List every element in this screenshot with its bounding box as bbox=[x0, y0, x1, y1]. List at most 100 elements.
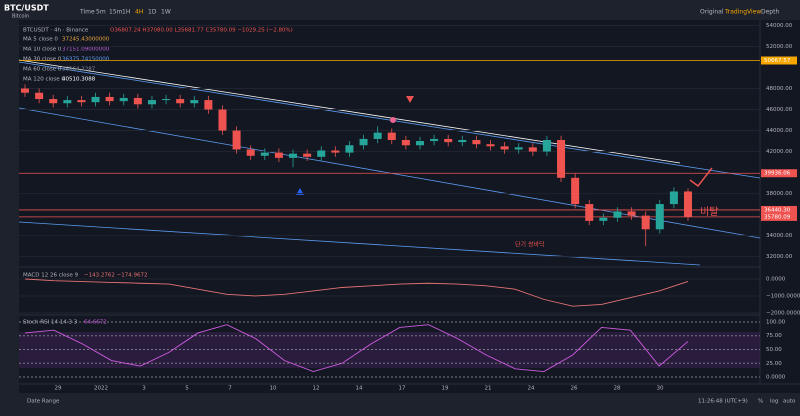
candle-body bbox=[133, 97, 142, 105]
down-arrow bbox=[406, 96, 414, 103]
candle-body bbox=[91, 96, 100, 103]
y-tick-label: 0.0000 bbox=[766, 277, 786, 283]
ma-value: 37151.09000000 bbox=[62, 47, 110, 53]
candle-body bbox=[430, 138, 439, 142]
ma-value: 36164.2287 bbox=[62, 67, 96, 73]
y-tick-label: 52000.00 bbox=[766, 44, 793, 50]
ma-value: 40510.3088 bbox=[62, 77, 96, 83]
x-tick-label: 12 bbox=[313, 386, 320, 392]
x-tick-label: 3 bbox=[142, 386, 146, 392]
x-tick-label: 2022 bbox=[94, 386, 108, 392]
view-button[interactable]: Original bbox=[700, 9, 724, 16]
candle-body bbox=[232, 130, 241, 150]
price-tag bbox=[761, 212, 797, 221]
indicator-value: −143.2762 −174.9672 bbox=[84, 273, 147, 279]
candle-body bbox=[246, 149, 255, 156]
y-tick-label: 38000.00 bbox=[766, 191, 793, 197]
y-tick-label: −1000.0000 bbox=[766, 293, 800, 299]
left-toolbar bbox=[0, 20, 19, 393]
ma-value: 37245.43000000 bbox=[62, 37, 110, 43]
candle-body bbox=[599, 217, 608, 221]
candle-body bbox=[655, 204, 664, 230]
x-tick-label: 24 bbox=[528, 386, 535, 392]
price-tag-label: 39936.06 bbox=[764, 171, 791, 177]
interval-button[interactable]: 1W bbox=[161, 9, 171, 16]
annotation: 단기 쌍바닥 bbox=[515, 241, 545, 249]
candle-body bbox=[260, 152, 269, 156]
candle-body bbox=[500, 146, 509, 150]
x-tick-label: 7 bbox=[228, 386, 232, 392]
pct-toggle[interactable]: % bbox=[758, 399, 763, 405]
y-tick-label: 54000.00 bbox=[766, 23, 793, 29]
candle-body bbox=[303, 153, 312, 157]
marker bbox=[390, 117, 396, 123]
channel-line bbox=[18, 221, 701, 266]
candle-body bbox=[331, 150, 340, 153]
indicator-title: Stoch RSI 14 14 3 3 bbox=[23, 320, 78, 326]
price-tag bbox=[761, 205, 797, 214]
candle-body bbox=[613, 211, 622, 218]
candle-body bbox=[458, 140, 467, 143]
candle-body bbox=[63, 100, 72, 104]
interval-button[interactable]: 15m bbox=[109, 9, 123, 16]
ma-name: MA 120 close 0 bbox=[23, 77, 65, 83]
y-tick-label: 75.00 bbox=[766, 333, 782, 339]
legend-ohlc: O36807.24 H37080.00 L35681.77 C35780.09 … bbox=[110, 28, 293, 34]
x-tick-label: 17 bbox=[399, 386, 406, 392]
y-tick-label: 42000.00 bbox=[766, 149, 793, 155]
check-mark bbox=[689, 167, 713, 188]
candle-body bbox=[147, 100, 156, 105]
candle-body bbox=[557, 140, 566, 178]
x-tick-label: 21 bbox=[485, 386, 492, 392]
candle-body bbox=[162, 99, 171, 101]
interval-button[interactable]: 4H bbox=[135, 9, 143, 16]
candle-body bbox=[571, 177, 580, 205]
indicator-value: 64.6672 bbox=[84, 320, 107, 326]
candle-body bbox=[528, 147, 537, 152]
candle-body bbox=[359, 138, 368, 146]
price-tag bbox=[761, 169, 797, 178]
legend-symbol: BTCUSDT · 4h · Binance bbox=[23, 28, 89, 34]
candle-body bbox=[105, 96, 114, 102]
x-tick-label: 30 bbox=[657, 386, 664, 392]
clock: 11:26:48 (UTC+9) bbox=[698, 399, 748, 405]
status-bar bbox=[0, 393, 800, 416]
candle-body bbox=[21, 88, 29, 93]
candle-body bbox=[35, 92, 44, 100]
candle-body bbox=[585, 204, 594, 221]
candle-body bbox=[472, 140, 481, 145]
ma-value: 36375.74150000 bbox=[62, 57, 110, 63]
candle-body bbox=[641, 215, 650, 230]
x-tick-label: 10 bbox=[270, 386, 277, 392]
view-button[interactable]: TradingView bbox=[724, 9, 761, 16]
candle-body bbox=[218, 109, 227, 131]
auto-toggle[interactable]: auto bbox=[783, 399, 796, 405]
price-tag-label: 50667.57 bbox=[764, 58, 791, 64]
view-button[interactable]: Depth bbox=[761, 9, 779, 16]
candle-body bbox=[415, 141, 424, 146]
interval-button[interactable]: 1D bbox=[148, 9, 157, 16]
y-tick-label: −2000.0000 bbox=[766, 310, 800, 316]
pair-name: Bitcoin bbox=[12, 14, 29, 20]
candle-body bbox=[204, 100, 213, 110]
candle-body bbox=[684, 191, 692, 217]
candle-body bbox=[542, 140, 551, 152]
pair: BTC/USDT bbox=[4, 4, 49, 13]
y-tick-label: 100.00 bbox=[766, 319, 786, 325]
interval-button[interactable]: 1H bbox=[122, 9, 130, 16]
log-toggle[interactable]: log bbox=[770, 399, 778, 405]
interval-button[interactable]: 5m bbox=[96, 9, 106, 16]
x-tick-label: 26 bbox=[571, 386, 578, 392]
y-tick-label: 44000.00 bbox=[766, 128, 793, 134]
candle-body bbox=[274, 152, 283, 158]
candle-body bbox=[345, 145, 354, 153]
interval-button[interactable]: Time bbox=[79, 9, 95, 16]
candle-body bbox=[387, 132, 396, 140]
candle-body bbox=[627, 211, 636, 216]
y-tick-label: 25.00 bbox=[766, 361, 782, 367]
price-tag bbox=[761, 56, 797, 65]
date-range[interactable]: Date Range bbox=[27, 399, 60, 405]
candle-body bbox=[289, 153, 298, 158]
channel-line bbox=[18, 59, 681, 164]
